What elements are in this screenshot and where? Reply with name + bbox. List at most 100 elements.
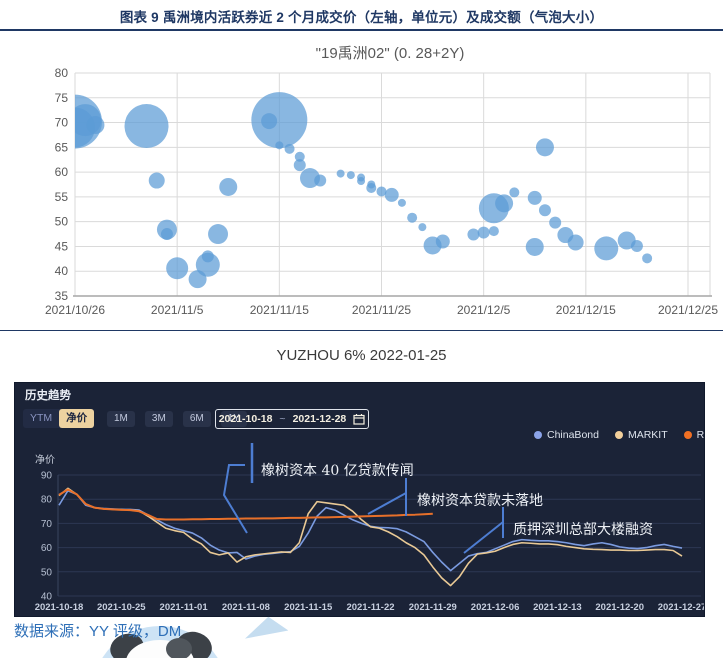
x-tick-label: 2021-11-22 <box>346 602 394 613</box>
date-range-end[interactable]: 2021-12-28 <box>292 413 347 425</box>
price-history-chart: 40 50 60 70 80 90 净价 2021-10-18 2021-10-25 2021-1… <box>35 443 704 613</box>
paper-plane-shape <box>243 615 289 641</box>
bubble <box>397 198 406 207</box>
range-buttons: 1M 3M 6M 1Y <box>107 411 247 427</box>
x-tick-label: 2021/12/15 <box>556 303 616 317</box>
bubble <box>477 226 490 239</box>
x-tick-label: 2021/11/25 <box>352 303 411 317</box>
bubble <box>124 104 169 149</box>
y-tick-label: 50 <box>55 215 69 229</box>
legend-label: ChinaBond <box>547 429 599 441</box>
x-tick-label: 2021-11-15 <box>284 602 333 613</box>
metric-toggle[interactable]: YTM 净价 <box>23 409 95 428</box>
bubble <box>293 159 306 172</box>
bubble <box>525 237 544 256</box>
x-tick-label: 2021/11/15 <box>250 303 309 317</box>
mascot-patch <box>166 638 192 658</box>
bubble <box>346 171 355 180</box>
markit-line <box>58 487 683 587</box>
bond-name-label: YUZHOU 6% 2022-01-25 <box>276 347 447 364</box>
annotation-loan-rumor: 橡树资本 40 亿贷款传闻 <box>261 463 414 479</box>
bubble <box>86 116 105 135</box>
data-source: 数据来源：YY 评级，DM <box>14 623 182 640</box>
legend-label: RP <box>696 429 705 441</box>
date-range-separator: ~ <box>279 413 286 425</box>
date-range-start[interactable]: 2021-10-18 <box>218 413 273 425</box>
legend-item-rp[interactable]: RP <box>683 429 705 441</box>
y-tick-label: 55 <box>55 190 69 204</box>
y-tick-label: 65 <box>55 140 69 154</box>
y-tick-label: 50 <box>41 567 53 578</box>
legend-item-markit[interactable]: MARKIT <box>614 429 668 441</box>
legend-label: MARKIT <box>627 429 668 441</box>
range-button-6m[interactable]: 6M <box>182 411 211 427</box>
y-tick-label: 90 <box>41 471 53 482</box>
x-tick-label: 2021/11/5 <box>151 303 204 317</box>
range-button-1m[interactable]: 1M <box>107 411 135 427</box>
y-tick-label: 40 <box>41 592 53 603</box>
bubble <box>294 151 305 162</box>
bubble <box>435 234 450 249</box>
x-tick-label: 2021-12-06 <box>471 602 520 613</box>
bubble <box>366 182 377 193</box>
annotation-hq-pledge: 质押深圳总部大楼融资 <box>513 522 653 538</box>
y-tick-label: 80 <box>41 495 53 506</box>
bubble-chart: "19禹洲02" (0. 28+2Y) 35 40 45 50 55 60 65 70 75 80 2… <box>45 45 718 317</box>
bubble <box>314 174 327 187</box>
bubble <box>148 172 165 189</box>
y-axis-title: 净价 <box>35 453 55 466</box>
y-tick-label: 70 <box>41 519 53 530</box>
x-tick-label: 2021-12-27 <box>658 602 704 613</box>
range-button-1y[interactable]: 1Y <box>220 411 247 427</box>
bubble <box>527 190 542 205</box>
legend-dot <box>534 431 542 439</box>
bubble <box>357 177 366 186</box>
y-tick-label: 45 <box>55 239 69 253</box>
tab-net-price[interactable]: 净价 <box>59 409 95 428</box>
x-tick-label: 2021-12-20 <box>595 602 644 613</box>
annotation-loan-not-landed: 橡树资本贷款未落地 <box>417 493 543 509</box>
bubble <box>418 223 427 232</box>
bubble <box>284 143 295 154</box>
y-tick-label: 75 <box>55 91 69 105</box>
bubble <box>630 239 643 252</box>
rp-line <box>58 488 433 521</box>
title-divider <box>0 29 723 31</box>
x-tick-label: 2021-11-08 <box>222 602 270 613</box>
bubble <box>160 228 173 241</box>
bubble <box>594 236 619 261</box>
x-tick-label: 2021/10/26 <box>45 303 105 317</box>
bubble <box>251 92 308 149</box>
y-tick-label: 35 <box>55 289 69 303</box>
x-tick-label: 2021/12/5 <box>457 303 511 317</box>
calendar-icon[interactable] <box>353 413 365 425</box>
tab-ytm[interactable]: YTM <box>30 412 53 424</box>
dm-history-panel: 40 50 60 70 80 90 净价 2021-10-18 2021-10-25 2021-1… <box>14 382 705 617</box>
range-button-3m[interactable]: 3M <box>144 411 173 427</box>
bubble <box>407 212 418 223</box>
bubble <box>275 141 284 150</box>
legend-item-chinabond[interactable]: ChinaBond <box>534 429 599 441</box>
y-tick-label: 80 <box>55 66 69 80</box>
bubble <box>538 204 551 217</box>
bubble <box>535 138 554 157</box>
legend-dot <box>683 431 692 439</box>
bubble <box>195 252 220 277</box>
y-tick-label: 60 <box>55 165 69 179</box>
date-range-picker[interactable]: 2021-10-18 ~ 2021-12-28 <box>215 409 369 429</box>
bubble-chart-title: "19禹洲02" (0. 28+2Y) <box>316 45 465 62</box>
bubble <box>208 224 229 245</box>
mascot-image <box>92 626 228 658</box>
bubble <box>495 194 514 213</box>
bubble <box>336 169 345 178</box>
x-tick-label: 2021-11-29 <box>409 602 457 613</box>
bubble <box>488 226 499 237</box>
x-tick-label: 2021/12/25 <box>658 303 718 317</box>
y-tick-label: 40 <box>55 264 69 278</box>
figure-title: 图表 9 禹洲境内活跃券近 2 个月成交价（左轴，单位元）及成交额（气泡大小） <box>119 10 604 25</box>
bubble <box>642 253 653 264</box>
x-tick-label: 2021-10-25 <box>97 602 146 613</box>
bubble <box>549 216 562 229</box>
chart-legend: ChinaBond MARKIT RP <box>534 429 705 441</box>
